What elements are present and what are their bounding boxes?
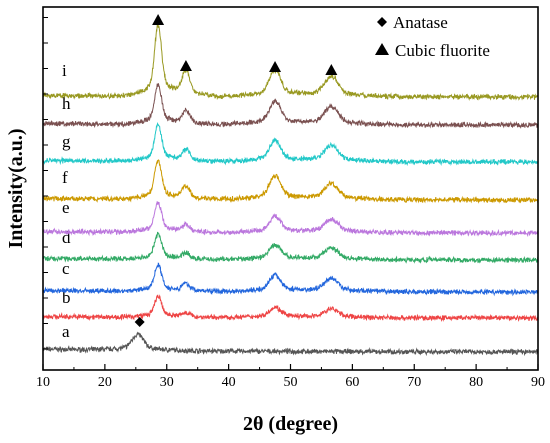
series-line-i <box>42 22 539 101</box>
series-label-i: i <box>62 61 67 80</box>
series-label-a: a <box>62 322 70 341</box>
series-label-c: c <box>62 259 70 278</box>
series-line-d <box>42 231 539 264</box>
x-tick-label: 20 <box>98 375 112 390</box>
series-line-c <box>42 262 539 297</box>
x-tick-label: 90 <box>531 375 545 390</box>
y-axis-title: Intensity(a.u.) <box>5 128 27 248</box>
x-tick-label: 40 <box>222 375 236 390</box>
series-label-b: b <box>62 288 71 307</box>
series-line-f <box>42 159 539 204</box>
legend-triangle-marker <box>375 43 389 55</box>
y-axis-ticks <box>43 17 48 350</box>
fluorite-marker <box>325 64 338 75</box>
series-label-f: f <box>62 168 68 187</box>
x-tick-label: 70 <box>407 375 421 390</box>
anatase-marker <box>134 317 145 327</box>
series-line-g <box>42 122 539 167</box>
series-label-e: e <box>62 198 70 217</box>
fluorite-marker <box>152 14 165 25</box>
x-tick-label: 80 <box>469 375 483 390</box>
marker-layer <box>134 14 338 327</box>
x-axis-title: 2θ (degree) <box>243 413 338 435</box>
legend-diamond-marker <box>377 17 387 27</box>
series-label-h: h <box>62 94 71 113</box>
series-label-d: d <box>62 228 71 247</box>
legend-label-cubic-fluorite: Cubic fluorite <box>395 41 490 60</box>
series-line-a <box>42 331 539 357</box>
x-tick-label: 30 <box>160 375 174 390</box>
fluorite-marker <box>179 60 192 71</box>
series-label-g: g <box>62 132 71 151</box>
x-tick-label: 60 <box>345 375 359 390</box>
series-line-h <box>42 83 539 129</box>
series-line-e <box>42 201 539 238</box>
legend-label-anatase: Anatase <box>393 13 448 32</box>
series-line-b <box>42 294 539 323</box>
x-tick-label: 50 <box>284 375 298 390</box>
legend: Anatase Cubic fluorite <box>375 13 490 60</box>
fluorite-marker <box>269 61 282 72</box>
x-tick-label: 10 <box>36 375 50 390</box>
x-axis-ticks: 10 20 30 40 50 60 70 80 90 <box>36 364 545 390</box>
